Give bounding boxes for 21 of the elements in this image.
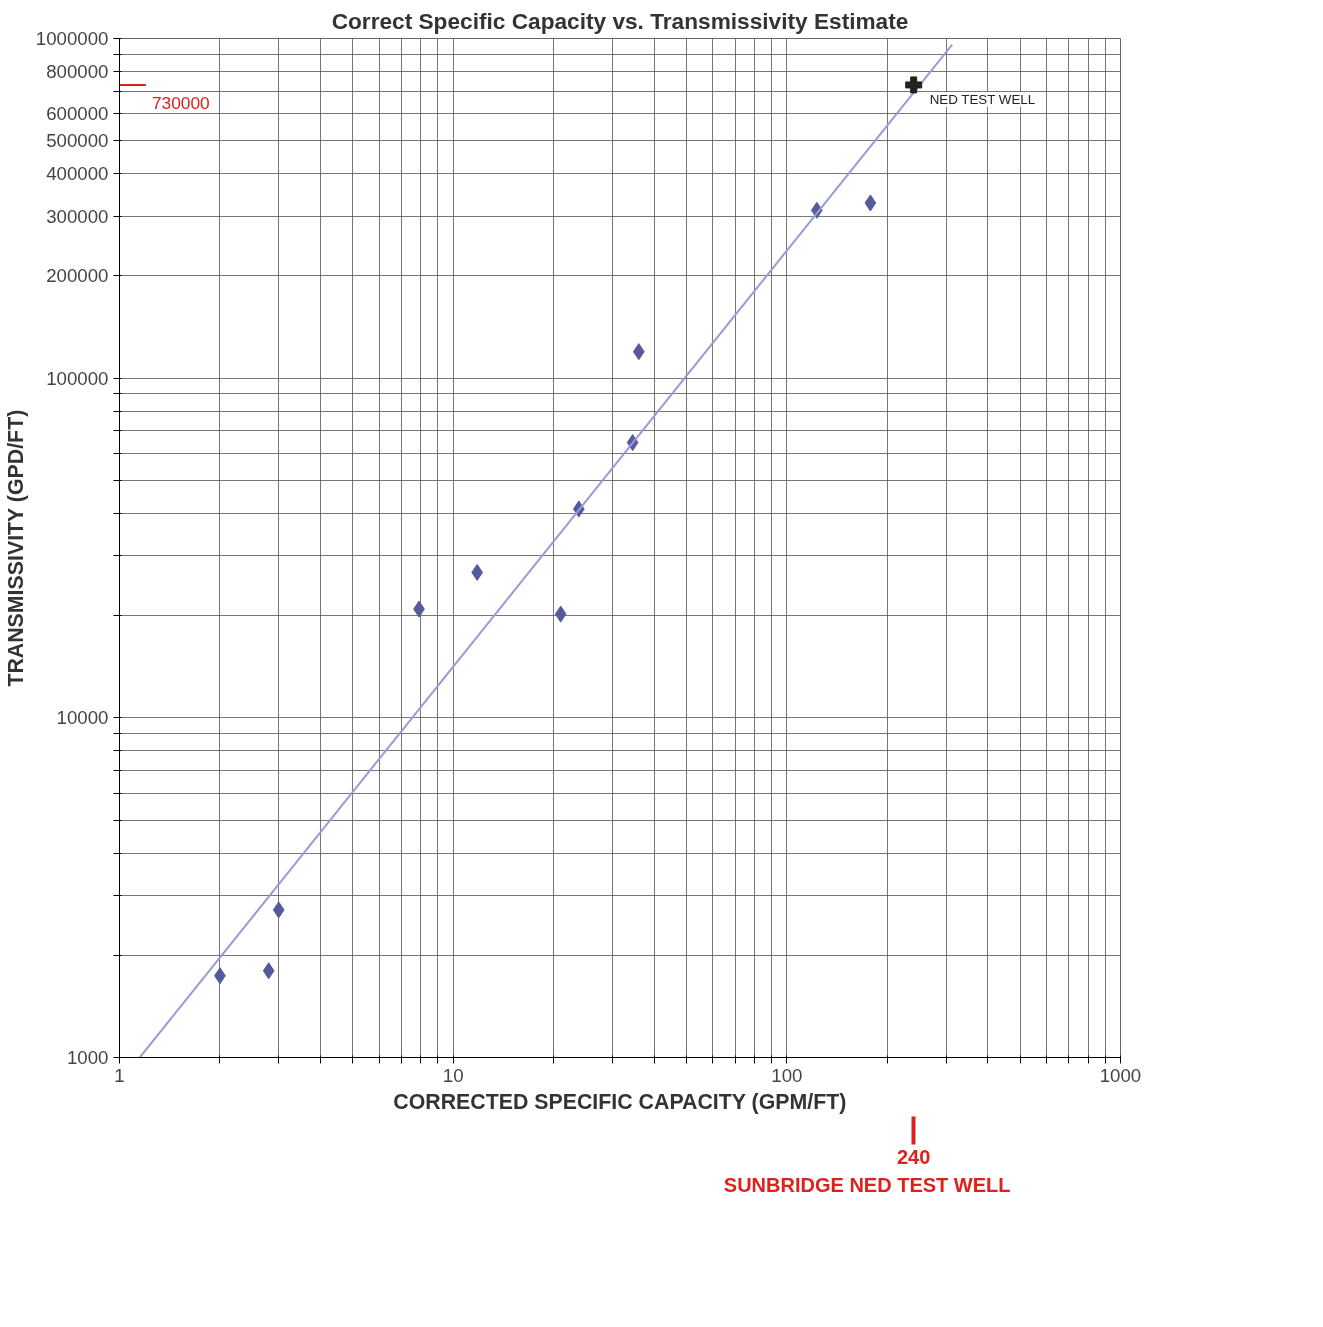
x-tick-label: 100	[771, 1064, 803, 1086]
y-tick-label: 600000	[46, 103, 109, 125]
y-tick-label: 800000	[46, 60, 109, 82]
y-tick-label: 400000	[46, 163, 109, 185]
y-tick-label: 1000	[67, 1047, 109, 1068]
series-label: NED TEST WELL	[929, 91, 1036, 107]
y-tick-label: 100000	[46, 367, 109, 389]
x-tick-label: 1	[114, 1064, 125, 1086]
y-tick-label: 300000	[46, 205, 109, 227]
ref-line-label: 240	[897, 1145, 931, 1168]
y-tick-label: 500000	[46, 130, 109, 152]
text: SUNBRIDGE NED TEST WELL	[723, 1173, 1011, 1196]
ref-line-label: 730000	[151, 92, 210, 113]
y-tick-label: 1000000	[35, 28, 109, 49]
x-axis-title: CORRECTED SPECIFIC CAPACITY (GPM/FT)	[393, 1089, 847, 1114]
y-tick-label: 200000	[46, 265, 109, 287]
x-tick-label: 1000	[1099, 1064, 1142, 1086]
chart-title: Correct Specific Capacity vs. Transmissivity Estimate	[331, 7, 909, 34]
y-tick-label: 10000	[56, 707, 109, 729]
y-axis-title: TRANSMISSIVITY (GPD/FT)	[3, 409, 28, 687]
x-tick-label: 10	[442, 1064, 464, 1086]
